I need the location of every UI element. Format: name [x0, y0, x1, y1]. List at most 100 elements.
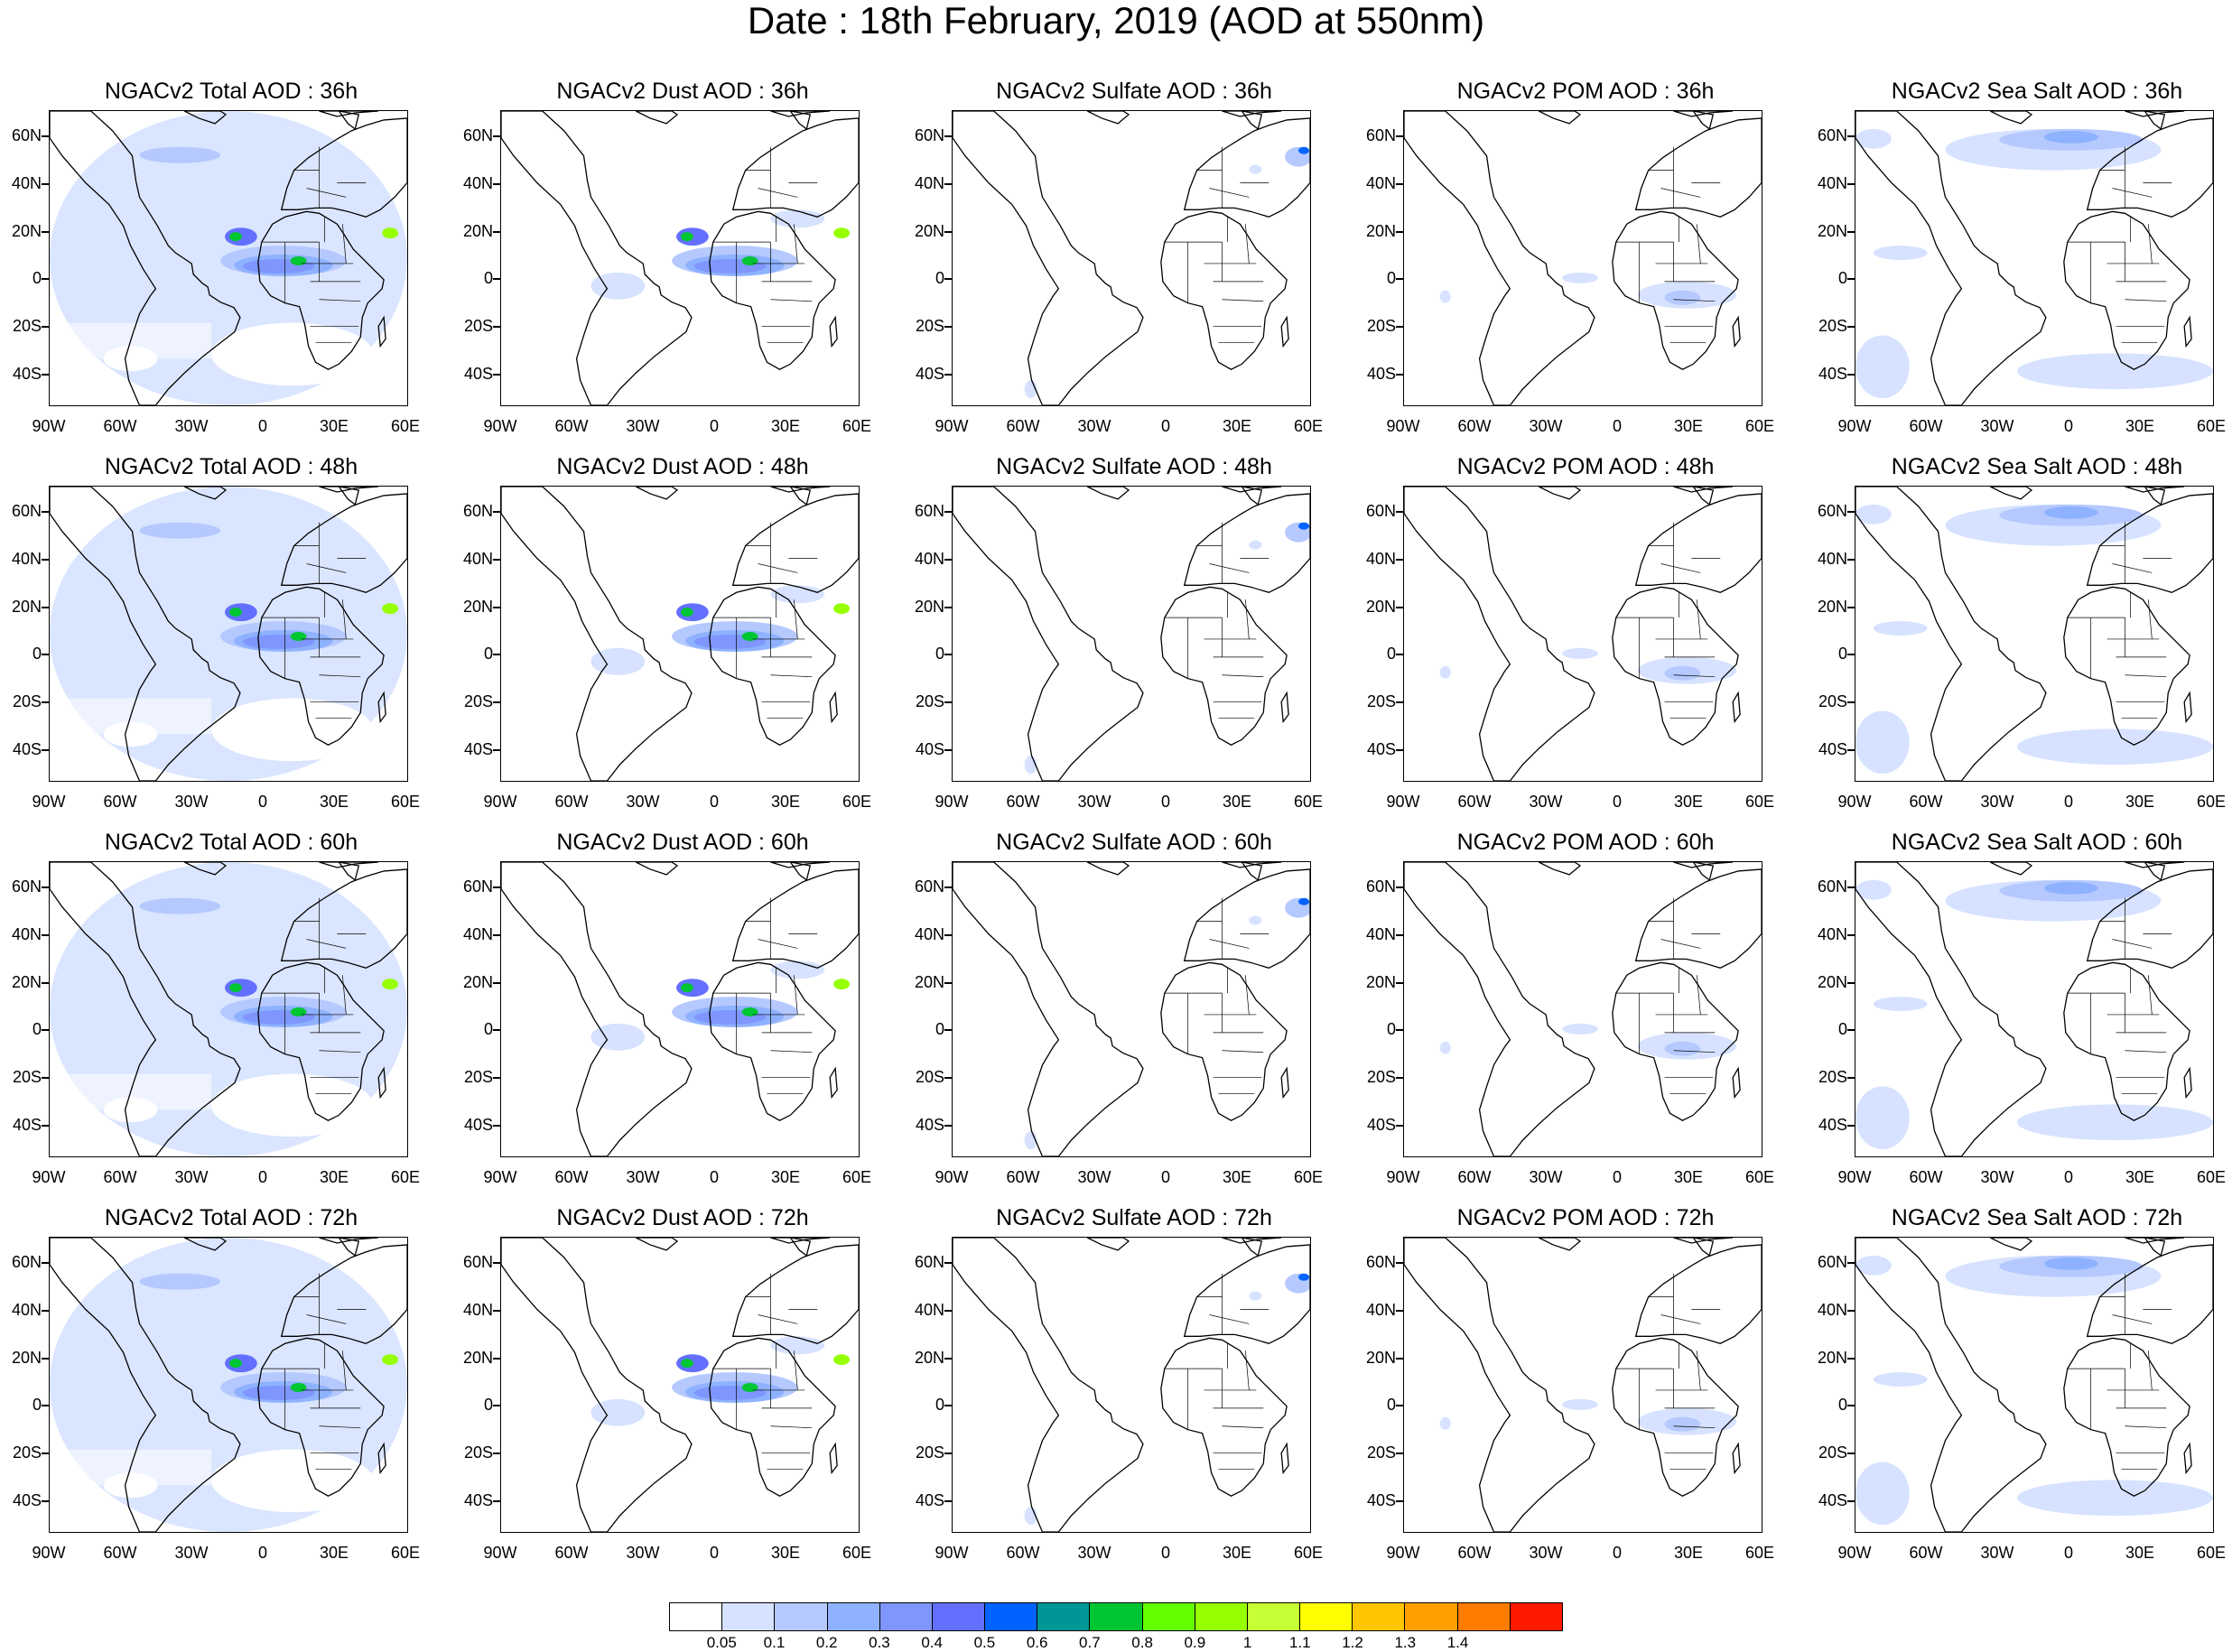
lon-tick-label: 60W [1006, 417, 1040, 435]
aod-shading [1562, 1398, 1598, 1410]
lon-tick-label: 60W [1457, 1168, 1492, 1186]
lat-tick-label: 20S [915, 1068, 944, 1086]
panel-title: NGACv2 Sea Salt AOD : 36h [1891, 79, 2183, 104]
lon-tick-label: 90W [1386, 1544, 1420, 1562]
lat-tick-label: 20N [1365, 973, 1396, 991]
aod-shading [833, 603, 851, 615]
coastline [280, 493, 407, 593]
country-border [1196, 522, 1269, 584]
coastline [319, 487, 379, 493]
lat-tick-label: 0 [32, 1020, 42, 1038]
lat-tick-label: 20N [11, 973, 42, 991]
coastline [635, 487, 679, 500]
colorbar-label: 1.2 [1342, 1634, 1363, 1651]
lat-tick [944, 607, 952, 608]
lat-tick [493, 749, 500, 751]
country-border [745, 1273, 818, 1335]
coastline [1404, 1238, 1595, 1532]
country-border [1164, 592, 1264, 719]
coastline [1673, 487, 1734, 493]
lat-tick [1847, 1077, 1855, 1079]
panel-title: NGACv2 Dust AOD : 48h [556, 454, 809, 479]
lat-tick [1847, 1125, 1855, 1127]
colorbar-swatch [1300, 1603, 1353, 1630]
lat-tick-label: 0 [1837, 1396, 1847, 1414]
lat-tick-label: 20S [1818, 692, 1847, 710]
lat-tick-label: 20S [1366, 317, 1396, 335]
colorbar-swatch [1510, 1603, 1562, 1630]
lat-tick [1396, 1358, 1403, 1360]
lat-tick-label: 40N [1365, 550, 1396, 568]
lon-tick-label: 90W [1386, 793, 1420, 811]
coastline [2086, 868, 2213, 969]
lat-tick-label: 20N [914, 973, 944, 991]
colorbar-label: 0.05 [706, 1634, 737, 1651]
map-area [49, 110, 408, 406]
map-panel: NGACv2 Sea Salt AOD : 60h 60N 40N 20N 0 20S 40… [1806, 829, 2232, 1199]
lon-tick-label: 60E [1293, 417, 1324, 435]
lat-tick-label: 20N [462, 222, 493, 240]
map-panel: NGACv2 Total AOD : 72h 60N 40N 20N 0 20S 40S 90… [0, 1204, 442, 1574]
lat-tick [1396, 511, 1403, 513]
country-border [712, 217, 813, 343]
lat-tick-label: 40N [462, 1301, 493, 1319]
aod-field [1855, 111, 2213, 405]
coastline [1086, 487, 1130, 500]
lat-tick [944, 886, 952, 888]
coastline [338, 862, 360, 881]
map-area [49, 861, 408, 1157]
lon-tick-label: 60W [554, 1168, 589, 1186]
lon-tick-label: 30W [174, 417, 209, 435]
lon-tick-label: 60W [1909, 793, 1943, 811]
map-panel: NGACv2 POM AOD : 48h 60N 40N 20N 0 20S 40S 90W 6… [1354, 453, 1797, 823]
lon-tick-label: 0 [257, 1544, 267, 1562]
country-border [2099, 897, 2172, 960]
lat-tick-label: 20S [463, 692, 493, 710]
colorbar-swatch [775, 1603, 828, 1630]
coastline [731, 868, 859, 969]
coastline [731, 117, 859, 218]
lat-tick [493, 701, 500, 703]
coastline [319, 862, 379, 868]
colorbar-label: 0.3 [869, 1634, 890, 1651]
coastline [1280, 315, 1289, 348]
country-border [1648, 897, 1721, 960]
coastline [1538, 487, 1582, 500]
lat-tick [1396, 654, 1403, 655]
lon-tick-label: 60W [1909, 1168, 1943, 1186]
coastline [789, 862, 812, 881]
coastline [1222, 487, 1282, 493]
lon-tick-label: 90W [1386, 1168, 1420, 1186]
lat-tick-label: 40N [1817, 174, 1847, 192]
lon-tick-label: 30E [1673, 1168, 1704, 1186]
lat-tick [1847, 886, 1855, 888]
aod-shading [770, 1336, 825, 1355]
map-panel: NGACv2 Sulfate AOD : 36h 60N 40N 20N 0 20S 40S… [903, 78, 1345, 448]
lat-tick [493, 511, 500, 513]
figure-title: Date : 18th February, 2019 (AOD at 550nm… [747, 0, 1485, 42]
lat-tick-label: 40N [1365, 174, 1396, 192]
aod-shading [382, 979, 399, 990]
panel-title: NGACv2 Sea Salt AOD : 60h [1891, 830, 2183, 855]
lat-tick-label: 20S [12, 692, 42, 710]
lat-tick-label: 20N [1365, 1349, 1396, 1367]
lat-tick-label: 20S [915, 1443, 944, 1462]
aod-shading [1873, 621, 1928, 636]
lat-tick-label: 20N [1817, 222, 1847, 240]
colorbar-swatch [1142, 1603, 1195, 1630]
coastline [2144, 111, 2166, 130]
coastline [2144, 862, 2166, 881]
coastline [319, 1238, 379, 1244]
coastline [1612, 961, 1739, 1121]
map-area [1855, 1237, 2214, 1533]
lat-tick [1847, 1500, 1855, 1502]
colorbar-label: 1 [1242, 1634, 1252, 1651]
lon-tick-label: 0 [709, 1544, 719, 1562]
aod-shading [1439, 1041, 1451, 1054]
lon-tick-label: 0 [709, 793, 719, 811]
colorbar-label: 0.2 [815, 1634, 838, 1651]
aod-shading [1298, 522, 1310, 530]
coastline [829, 691, 838, 724]
country-border [261, 968, 361, 1094]
lon-tick-label: 30E [319, 1168, 349, 1186]
